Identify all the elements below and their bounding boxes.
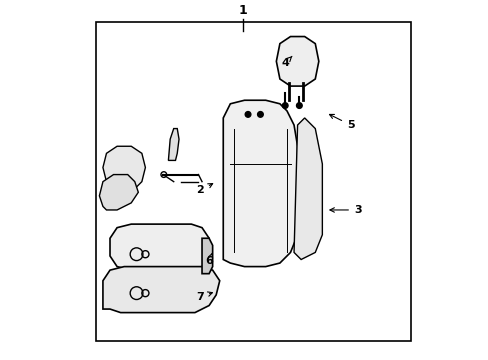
Polygon shape [202, 238, 212, 274]
Circle shape [296, 103, 302, 108]
Polygon shape [99, 175, 138, 210]
Circle shape [282, 103, 287, 108]
Text: 2: 2 [196, 184, 212, 195]
Text: 6: 6 [205, 253, 213, 266]
Polygon shape [168, 129, 179, 161]
Polygon shape [293, 118, 322, 260]
Text: 1: 1 [238, 4, 246, 17]
Polygon shape [102, 267, 219, 312]
Text: 5: 5 [329, 114, 354, 130]
Polygon shape [102, 146, 145, 199]
Text: 7: 7 [196, 292, 212, 302]
Polygon shape [276, 37, 318, 86]
Text: 3: 3 [329, 205, 361, 215]
Circle shape [244, 112, 250, 117]
Polygon shape [110, 224, 209, 270]
Circle shape [257, 112, 263, 117]
Polygon shape [223, 100, 297, 267]
Text: 4: 4 [281, 56, 291, 68]
Bar [96, 22, 410, 341]
